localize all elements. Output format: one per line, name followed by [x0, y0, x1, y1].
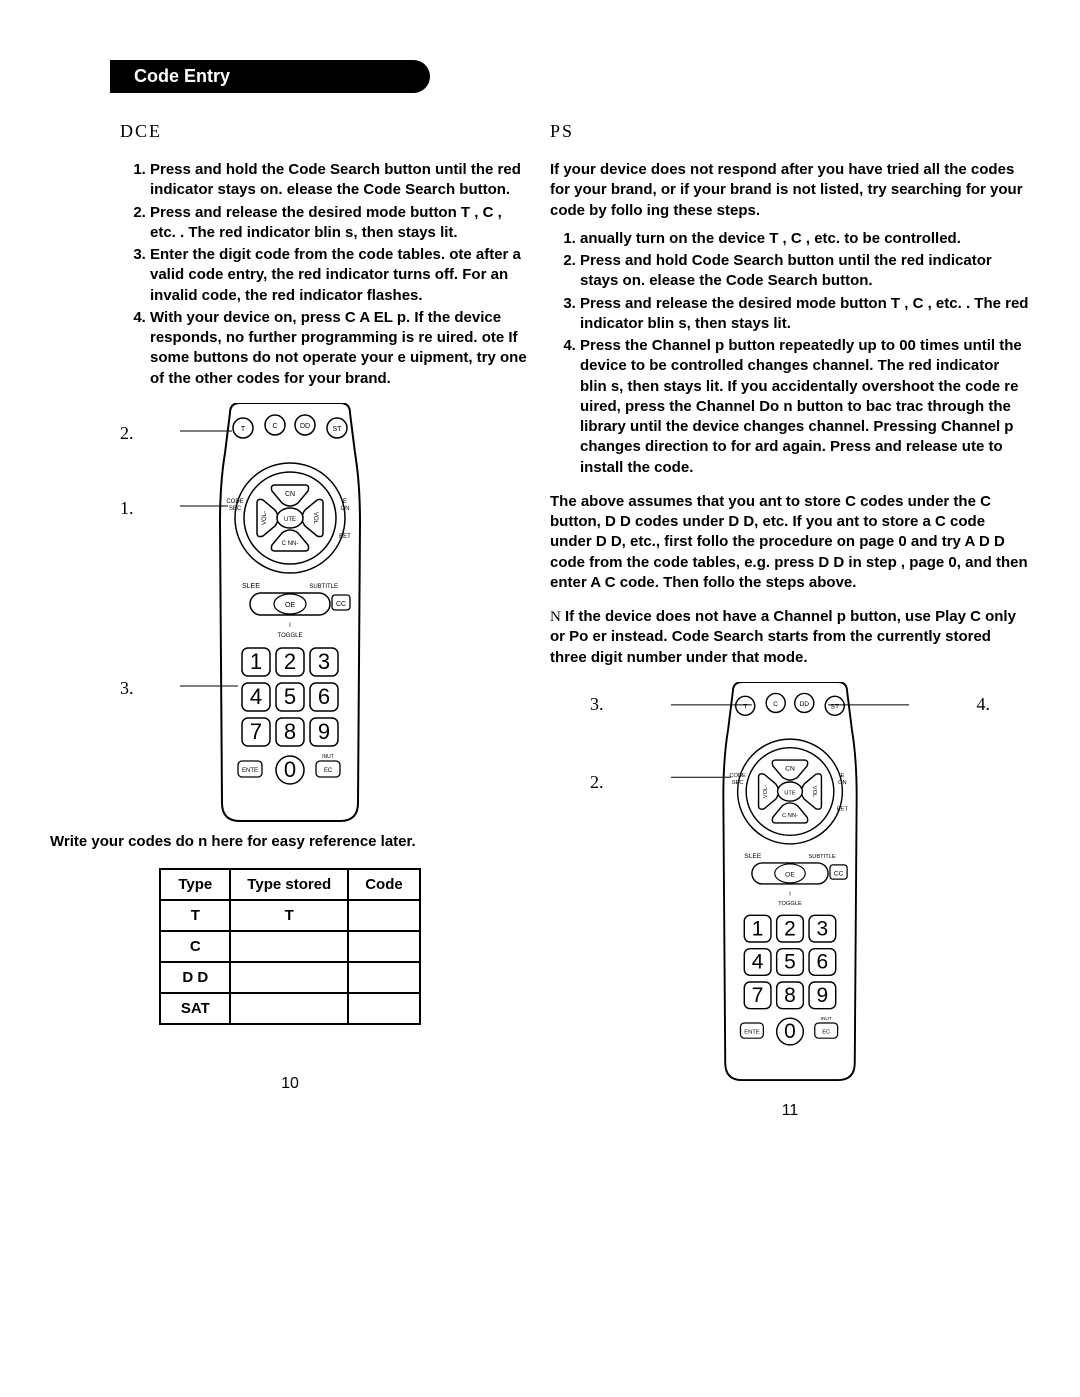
left-step-2: Press and release the desired mode butto… — [150, 203, 530, 244]
right-para2: The above assumes that you ant to store … — [550, 492, 1030, 593]
left-steps: Press and hold the Code Search button un… — [120, 160, 530, 389]
callout-4-right: 4. — [977, 694, 991, 715]
right-column: PS If your device does not respond after… — [540, 121, 1040, 1120]
right-steps: anually turn on the device T , C , etc. … — [550, 229, 1030, 478]
right-para3: N If the device does not have a Channel … — [550, 607, 1030, 668]
table-header-row: Type Type stored Code — [160, 869, 419, 900]
right-remote-wrap: 3. 4. 2. — [550, 682, 1030, 1082]
right-step-4: Press the Channel p button repeatedly up… — [580, 336, 1030, 478]
remote-illustration-right — [660, 682, 920, 1082]
remote-illustration-left — [180, 403, 400, 823]
callout-3-right: 3. — [590, 694, 604, 715]
table-row: T T — [160, 900, 419, 931]
left-remote-wrap: 2. 1. 3. — [50, 403, 530, 823]
table-row: D D — [160, 962, 419, 993]
callout-2-left: 2. — [120, 423, 134, 444]
th-type-stored: Type stored — [230, 869, 348, 900]
write-codes-label: Write your codes do n here for easy refe… — [50, 833, 530, 850]
right-page-number: 11 — [550, 1102, 1030, 1120]
left-column: DCE Press and hold the Code Search butto… — [40, 121, 540, 1120]
table-row: C — [160, 931, 419, 962]
right-step-3: Press and release the desired mode butto… — [580, 294, 1030, 335]
right-step-1: anually turn on the device T , C , etc. … — [580, 229, 1030, 249]
table-row: SAT — [160, 993, 419, 1024]
right-section-heading: PS — [550, 121, 1030, 142]
th-code: Code — [348, 869, 420, 900]
callout-1-left: 1. — [120, 498, 134, 519]
header-bar: Code Entry — [110, 60, 430, 93]
callout-2-right: 2. — [590, 772, 604, 793]
left-step-4: With your device on, press C A EL p. If … — [150, 308, 530, 389]
th-type: Type — [160, 869, 230, 900]
right-intro: If your device does not respond after yo… — [550, 160, 1030, 221]
left-section-heading: DCE — [120, 121, 530, 142]
right-step-2: Press and hold Code Search button until … — [580, 251, 1030, 292]
header-title: Code Entry — [134, 66, 230, 86]
codes-table: Type Type stored Code T T C D D SAT — [159, 868, 420, 1025]
left-page-number: 10 — [50, 1075, 530, 1093]
callout-3-left: 3. — [120, 678, 134, 699]
left-step-1: Press and hold the Code Search button un… — [150, 160, 530, 201]
left-step-3: Enter the digit code from the code table… — [150, 245, 530, 306]
